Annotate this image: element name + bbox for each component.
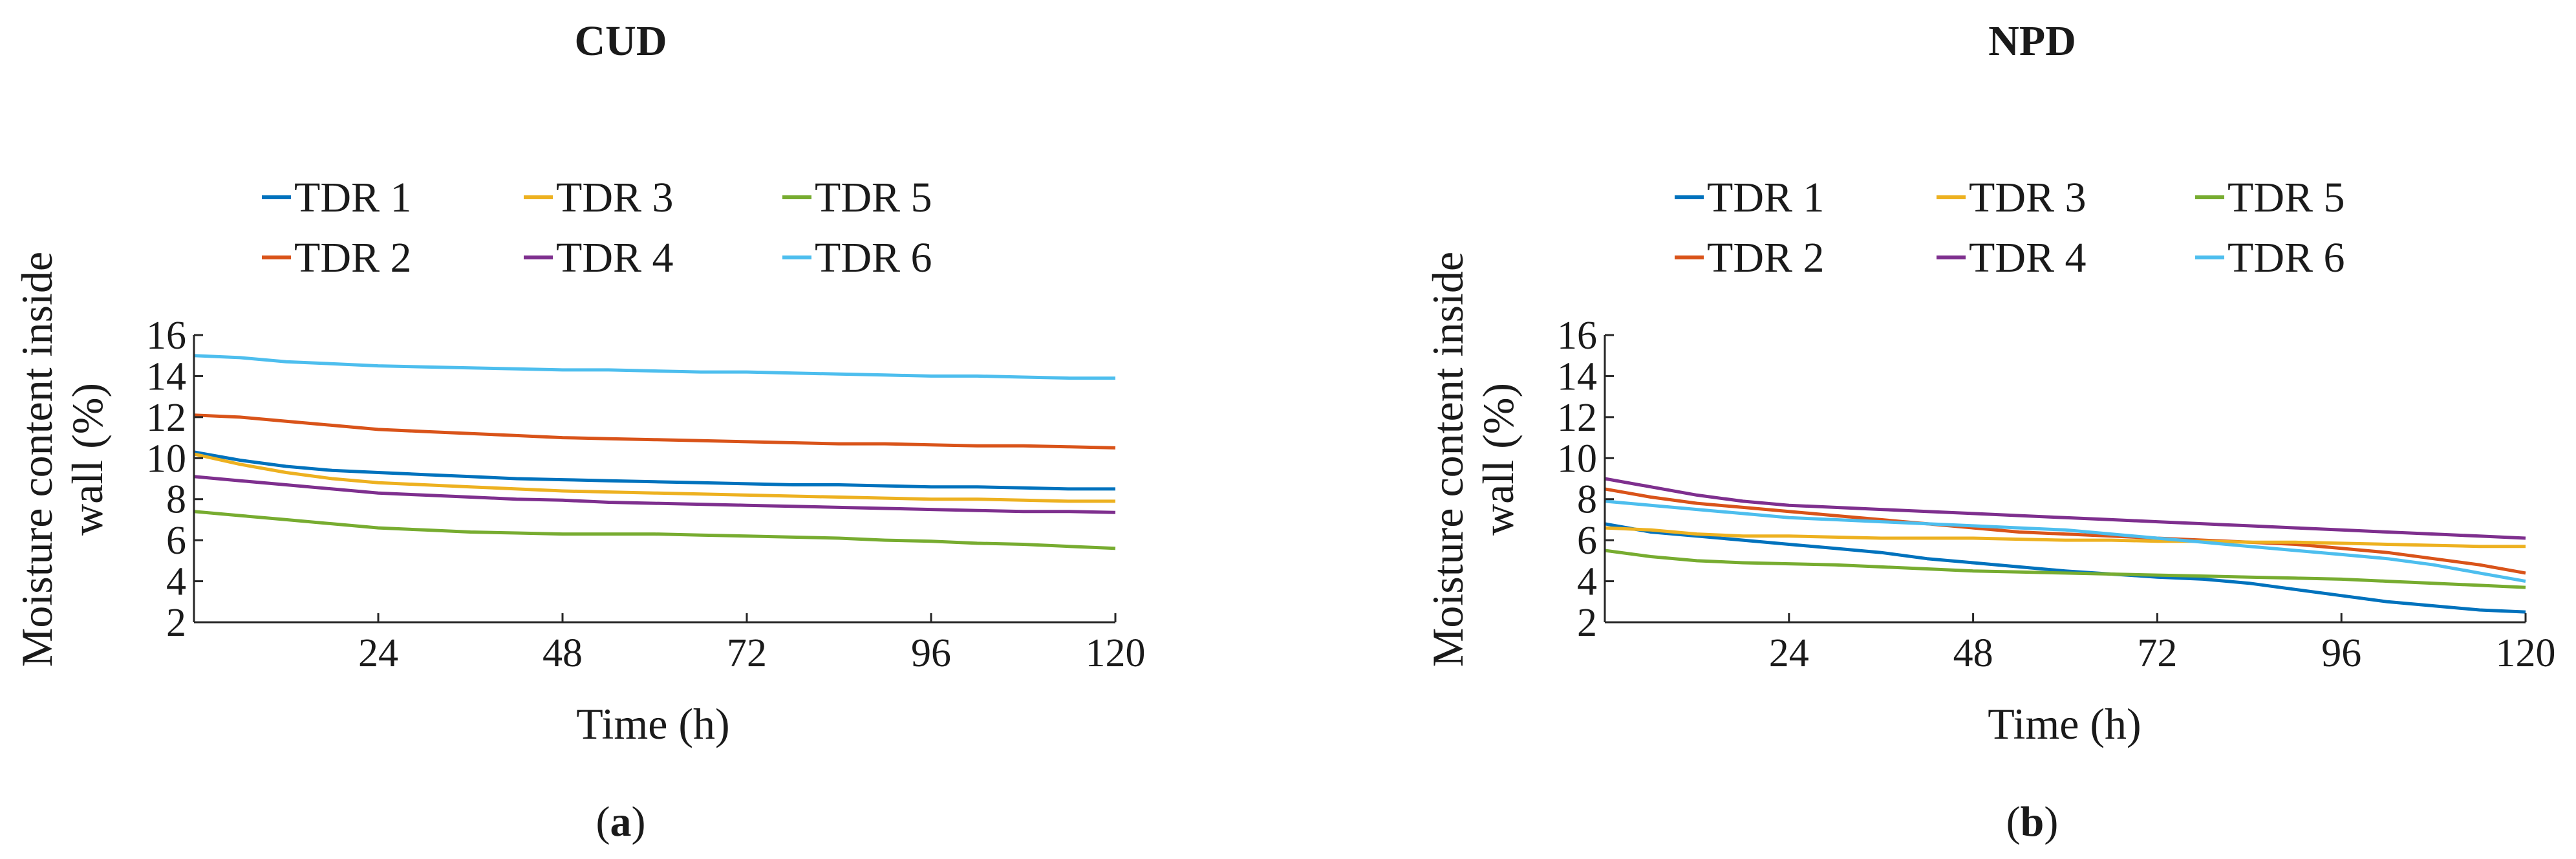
y-tick-label: 16 <box>1557 314 1597 358</box>
x-tick-label: 72 <box>2137 631 2177 675</box>
legend-label: TDR 5 <box>815 174 932 221</box>
legend-label: TDR 2 <box>1707 234 1825 281</box>
x-tick-label: 96 <box>911 631 951 675</box>
chart-title: NPD <box>1988 17 2076 65</box>
series-line-2 <box>193 413 1116 450</box>
legend-label: TDR 6 <box>815 234 932 281</box>
legend-label: TDR 6 <box>2227 234 2345 281</box>
series-line-5 <box>193 510 1116 550</box>
legend-label: TDR 5 <box>2227 174 2345 221</box>
y-tick-label: 2 <box>166 601 186 645</box>
series-line-6 <box>1604 499 2526 583</box>
x-axis-label: Time (h) <box>1988 699 2141 748</box>
legend-label: TDR 4 <box>1969 234 2087 281</box>
series-line-3 <box>193 452 1115 503</box>
series-line-1 <box>193 450 1115 491</box>
series-line-6 <box>193 354 1115 380</box>
x-tick-label: 48 <box>1953 631 1993 675</box>
x-axis-label: Time (h) <box>576 699 729 748</box>
y-tick-label: 4 <box>1577 560 1597 604</box>
y-axis-label: wall (%) <box>63 383 112 536</box>
y-tick-label: 6 <box>166 519 186 563</box>
series-line-3 <box>1604 526 2526 549</box>
legend-label: TDR 3 <box>556 174 674 221</box>
y-tick-label: 4 <box>166 560 186 604</box>
y-tick-label: 8 <box>1577 478 1597 522</box>
y-tick-label: 12 <box>1557 396 1597 440</box>
x-tick-label: 48 <box>542 631 583 675</box>
y-axis-label: Moisture content inside <box>12 252 61 667</box>
chart-panel-b: NPD TDR 1 TDR 3 TDR 5 TDR 2 TDR 4 TDR 6 … <box>1423 17 2556 845</box>
chart-panel-a: CUD TDR 1 TDR 3 TDR 5 TDR 2 TDR 4 TDR 6 … <box>12 17 1146 845</box>
legend: TDR 1 TDR 3 TDR 5 TDR 2 TDR 4 TDR 6 <box>1675 174 2345 281</box>
series-line-4 <box>193 475 1116 514</box>
panel-label: (b) <box>2006 798 2059 845</box>
y-tick-label: 10 <box>146 437 186 481</box>
legend-label: TDR 2 <box>294 234 412 281</box>
y-axis-label: Moisture content inside <box>1423 252 1472 667</box>
legend-label: TDR 1 <box>1707 174 1825 221</box>
series-line-1 <box>1604 522 2526 614</box>
legend: TDR 1 TDR 3 TDR 5 TDR 2 TDR 4 TDR 6 <box>262 174 932 281</box>
y-tick-label: 14 <box>1557 354 1597 398</box>
y-tick-label: 8 <box>166 478 186 522</box>
x-tick-label: 24 <box>1769 631 1809 675</box>
y-tick-label: 2 <box>1577 601 1597 645</box>
series-line-4 <box>1604 477 2526 540</box>
legend-label: TDR 1 <box>294 174 412 221</box>
x-tick-label: 120 <box>1086 631 1146 675</box>
panel-label: (a) <box>596 798 646 845</box>
y-tick-label: 14 <box>146 354 186 398</box>
legend-label: TDR 4 <box>556 234 674 281</box>
x-tick-label: 24 <box>358 631 398 675</box>
chart-title: CUD <box>575 17 667 65</box>
y-tick-label: 12 <box>146 396 186 440</box>
y-tick-label: 10 <box>1557 437 1597 481</box>
series-line-2 <box>1604 487 2526 575</box>
series-line-5 <box>1604 549 2526 589</box>
x-tick-label: 72 <box>727 631 767 675</box>
x-tick-label: 96 <box>2321 631 2361 675</box>
x-tick-label: 120 <box>2496 631 2556 675</box>
legend-label: TDR 3 <box>1969 174 2087 221</box>
y-axis-label: wall (%) <box>1474 383 1523 536</box>
y-tick-label: 16 <box>146 314 186 358</box>
y-tick-label: 6 <box>1577 519 1597 563</box>
